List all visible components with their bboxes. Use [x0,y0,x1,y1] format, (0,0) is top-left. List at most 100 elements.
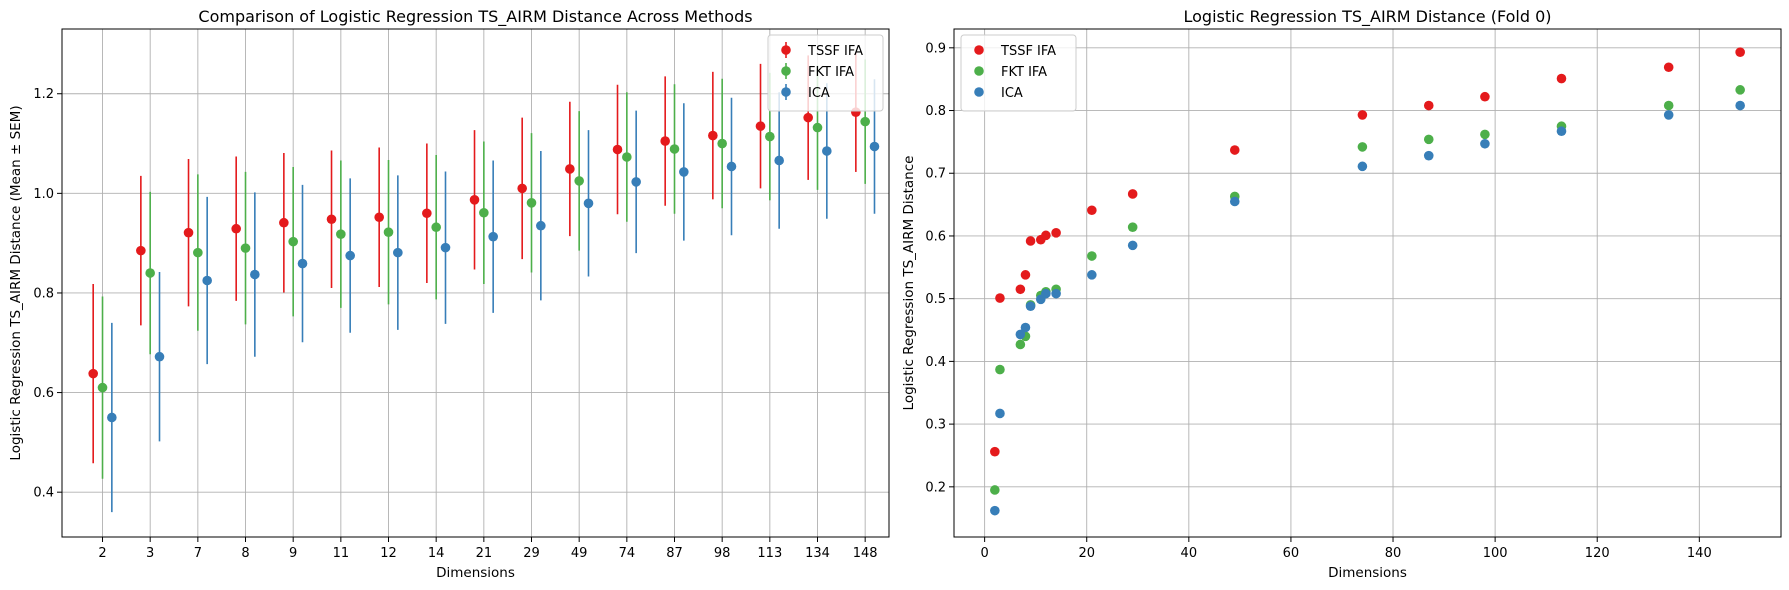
legend-marker [974,66,984,76]
data-point [1357,110,1368,120]
x-tick-label: 49 [571,546,588,561]
x-tick-label: 0 [980,546,988,561]
x-tick-label: 40 [1181,546,1198,561]
x-axis-label: Dimensions [436,565,515,581]
x-tick-label: 80 [1385,546,1402,561]
data-point [574,176,584,186]
x-tick-label: 120 [1585,546,1610,561]
legend-marker [974,45,984,55]
legend-label: ICA [1001,86,1023,101]
data-point [1556,126,1567,137]
data-point [526,198,537,208]
y-tick-label: 0.2 [925,480,946,495]
legend: TSSF IFA FKT IFA ICA [960,34,1077,112]
y-tick-label: 0.6 [925,229,946,244]
data-point [440,242,451,253]
x-axis-label: Dimensions [1328,565,1407,581]
x-tick-label: 12 [380,546,397,561]
data-point [660,136,670,146]
chart-title: Logistic Regression TS_AIRM Distance (Fo… [1184,7,1552,27]
x-tick-label: 21 [476,546,493,561]
series-tssf-ifa [88,52,861,464]
data-point [297,258,308,269]
data-point [679,167,689,177]
data-point [1480,129,1490,140]
data-point [1423,150,1434,161]
data-point [336,229,346,239]
legend-marker [974,87,984,97]
data-point [1663,110,1674,120]
data-point [1041,230,1051,241]
legend-marker [781,87,791,97]
data-point [583,198,594,209]
data-point [240,243,251,253]
data-point [488,231,498,242]
legend-label: FKT IFA [808,65,854,80]
data-point [803,112,813,123]
data-point [231,223,241,234]
data-point [612,144,623,155]
y-tick-label: 0.4 [33,486,54,501]
data-point [1480,138,1490,149]
data-point [288,236,298,247]
legend-label: ICA [808,86,830,101]
data-point [717,138,727,149]
y-tick-label: 0.6 [33,386,54,401]
x-tick-label: 14 [428,546,445,561]
x-tick-label: 113 [757,546,782,561]
x-tick-label: 7 [194,546,202,561]
data-point [755,121,766,131]
data-point [1229,196,1240,207]
data-point [422,208,432,219]
data-point [1229,145,1240,155]
data-point [1020,322,1031,333]
chart-2: 0 20 40 60 80 100 120 140 0.2 0.3 0.4 0.5 0.6 0.7 0.8 0… [901,7,1782,581]
data-point [990,485,1000,495]
series-ica [990,100,1745,516]
data-point [622,152,632,162]
data-point [726,161,737,172]
data-point [1735,100,1745,111]
y-tick-label: 0.9 [925,41,946,56]
data-point [107,412,117,423]
data-point [1127,240,1138,251]
x-tick-label: 8 [241,546,249,561]
data-point [565,164,575,174]
x-tick-label: 20 [1078,546,1095,561]
data-point [774,155,784,166]
data-point [1480,91,1490,102]
data-point [995,408,1005,419]
data-point [1087,270,1097,280]
series-ica [107,79,880,513]
data-point [136,245,146,256]
data-point [1663,100,1674,111]
data-point [1357,142,1368,152]
data-point [1015,339,1026,350]
x-tick-label: 3 [146,546,154,561]
y-tick-label: 1.2 [33,87,54,102]
data-point [345,250,355,261]
y-axis-label: Logistic Regression TS_AIRM Distance (Me… [8,105,24,460]
x-tick-label: 9 [289,546,297,561]
data-point [1041,288,1051,299]
data-point [1735,47,1745,58]
data-point [374,212,384,223]
data-point [990,446,1000,457]
data-point [765,131,775,142]
data-point [202,275,212,286]
y-axis-label: Logistic Regression TS_AIRM Distance [901,156,917,411]
y-tick-label: 1.0 [33,187,54,202]
data-point [631,177,641,187]
x-tick-label: 140 [1687,546,1712,561]
data-point [383,227,394,237]
legend-box [960,34,1077,112]
series-fkt-ifa [990,85,1745,495]
x-tick-label: 87 [666,546,683,561]
data-point [995,364,1005,375]
data-point [1087,205,1097,216]
x-tick-label: 134 [805,546,830,561]
axes-frame [953,28,1782,538]
data-point [708,130,718,141]
data-point [812,122,823,133]
